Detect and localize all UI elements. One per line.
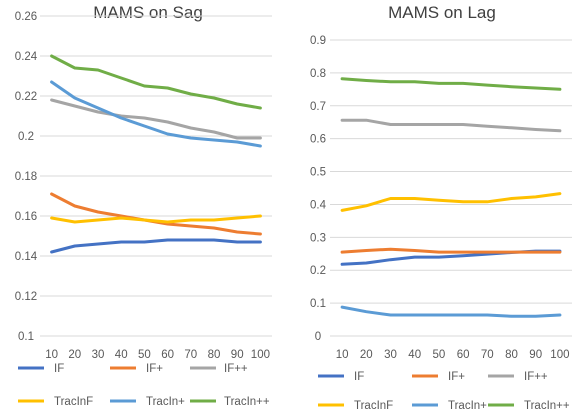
y-tick-label: 0.2 <box>310 265 326 277</box>
y-tick-label: 0.2 <box>18 131 34 143</box>
series-line-tracinplusplus <box>340 77 562 91</box>
series-line-ifplus <box>50 192 262 236</box>
x-tick-label: 100 <box>550 349 569 361</box>
y-tick-label: 0.6 <box>310 134 326 146</box>
y-tick-label: 0.1 <box>310 298 326 310</box>
y-tick-label: 0.7 <box>310 101 326 113</box>
y-tick-label: 0.4 <box>310 199 327 211</box>
x-tick-label: 80 <box>505 349 518 361</box>
legend-label: TracIn+ <box>146 396 185 408</box>
x-tick-label: 50 <box>138 349 151 361</box>
series-line-tracinplus <box>50 80 262 148</box>
legend-label: IF <box>54 363 64 375</box>
x-tick-label: 10 <box>45 349 58 361</box>
x-tick-label: 70 <box>481 349 494 361</box>
series-line-tracinf <box>340 192 562 212</box>
x-tick-label: 30 <box>384 349 397 361</box>
chart-title: MAMS on Sag <box>93 3 203 22</box>
chart-panel-sag: MAMS on Sag 0.1 0.12 0.14 0.16 0.18 0.2 0.22 0.2… <box>15 3 272 408</box>
y-tick-label: 0.5 <box>310 167 326 179</box>
series-line-tracinplusplus <box>50 54 262 110</box>
series-line-ifplus <box>340 247 562 254</box>
x-tick-label: 40 <box>408 349 421 361</box>
y-tick-label: 0.12 <box>15 291 37 303</box>
legend-label: TracInF <box>54 396 93 408</box>
x-tick-label: 40 <box>115 349 128 361</box>
x-tick-label: 20 <box>360 349 373 361</box>
legend-label: IF+ <box>448 371 465 383</box>
series-line-tracinplus <box>340 305 562 318</box>
y-tick-label: 0 <box>315 331 321 343</box>
x-tick-label: 60 <box>457 349 470 361</box>
x-tick-label: 10 <box>336 349 349 361</box>
legend-label: TracInF <box>354 400 393 412</box>
x-tick-label: 30 <box>92 349 105 361</box>
series-line-tracinf <box>50 214 262 224</box>
x-tick-label: 90 <box>231 349 244 361</box>
x-tick-label: 100 <box>251 349 270 361</box>
legend-label: TracIn++ <box>224 396 270 408</box>
legend-label: IF++ <box>224 363 248 375</box>
legend-label: TracIn++ <box>524 400 570 412</box>
x-tick-label: 60 <box>161 349 174 361</box>
series-line-ifplusplus <box>50 98 262 140</box>
legend-label: TracIn+ <box>448 400 487 412</box>
legend-label: IF <box>354 371 364 383</box>
y-tick-label: 0.26 <box>15 11 37 23</box>
y-tick-label: 0.22 <box>15 91 37 103</box>
x-tick-label: 80 <box>208 349 221 361</box>
x-tick-label: 90 <box>529 349 542 361</box>
y-tick-label: 0.1 <box>18 331 34 343</box>
chart-panel-lag: MAMS on Lag 0 0.1 0.2 0.3 0.4 0.5 0.6 0.7 0.8 0.9 1… <box>310 3 572 412</box>
series-line-if <box>50 238 262 254</box>
x-tick-label: 70 <box>184 349 197 361</box>
y-tick-label: 0.24 <box>15 51 38 63</box>
y-tick-label: 0.18 <box>15 171 37 183</box>
y-tick-label: 0.14 <box>15 251 38 263</box>
x-tick-label: 20 <box>68 349 81 361</box>
legend-label: IF+ <box>146 363 163 375</box>
legend-label: IF++ <box>524 371 548 383</box>
y-tick-label: 0.3 <box>310 232 326 244</box>
x-tick-label: 50 <box>433 349 446 361</box>
y-tick-label: 0.9 <box>310 35 326 47</box>
y-tick-label: 0.16 <box>15 211 37 223</box>
chart-title: MAMS on Lag <box>388 3 496 22</box>
series-line-ifplusplus <box>340 118 562 133</box>
y-tick-label: 0.8 <box>310 68 326 80</box>
